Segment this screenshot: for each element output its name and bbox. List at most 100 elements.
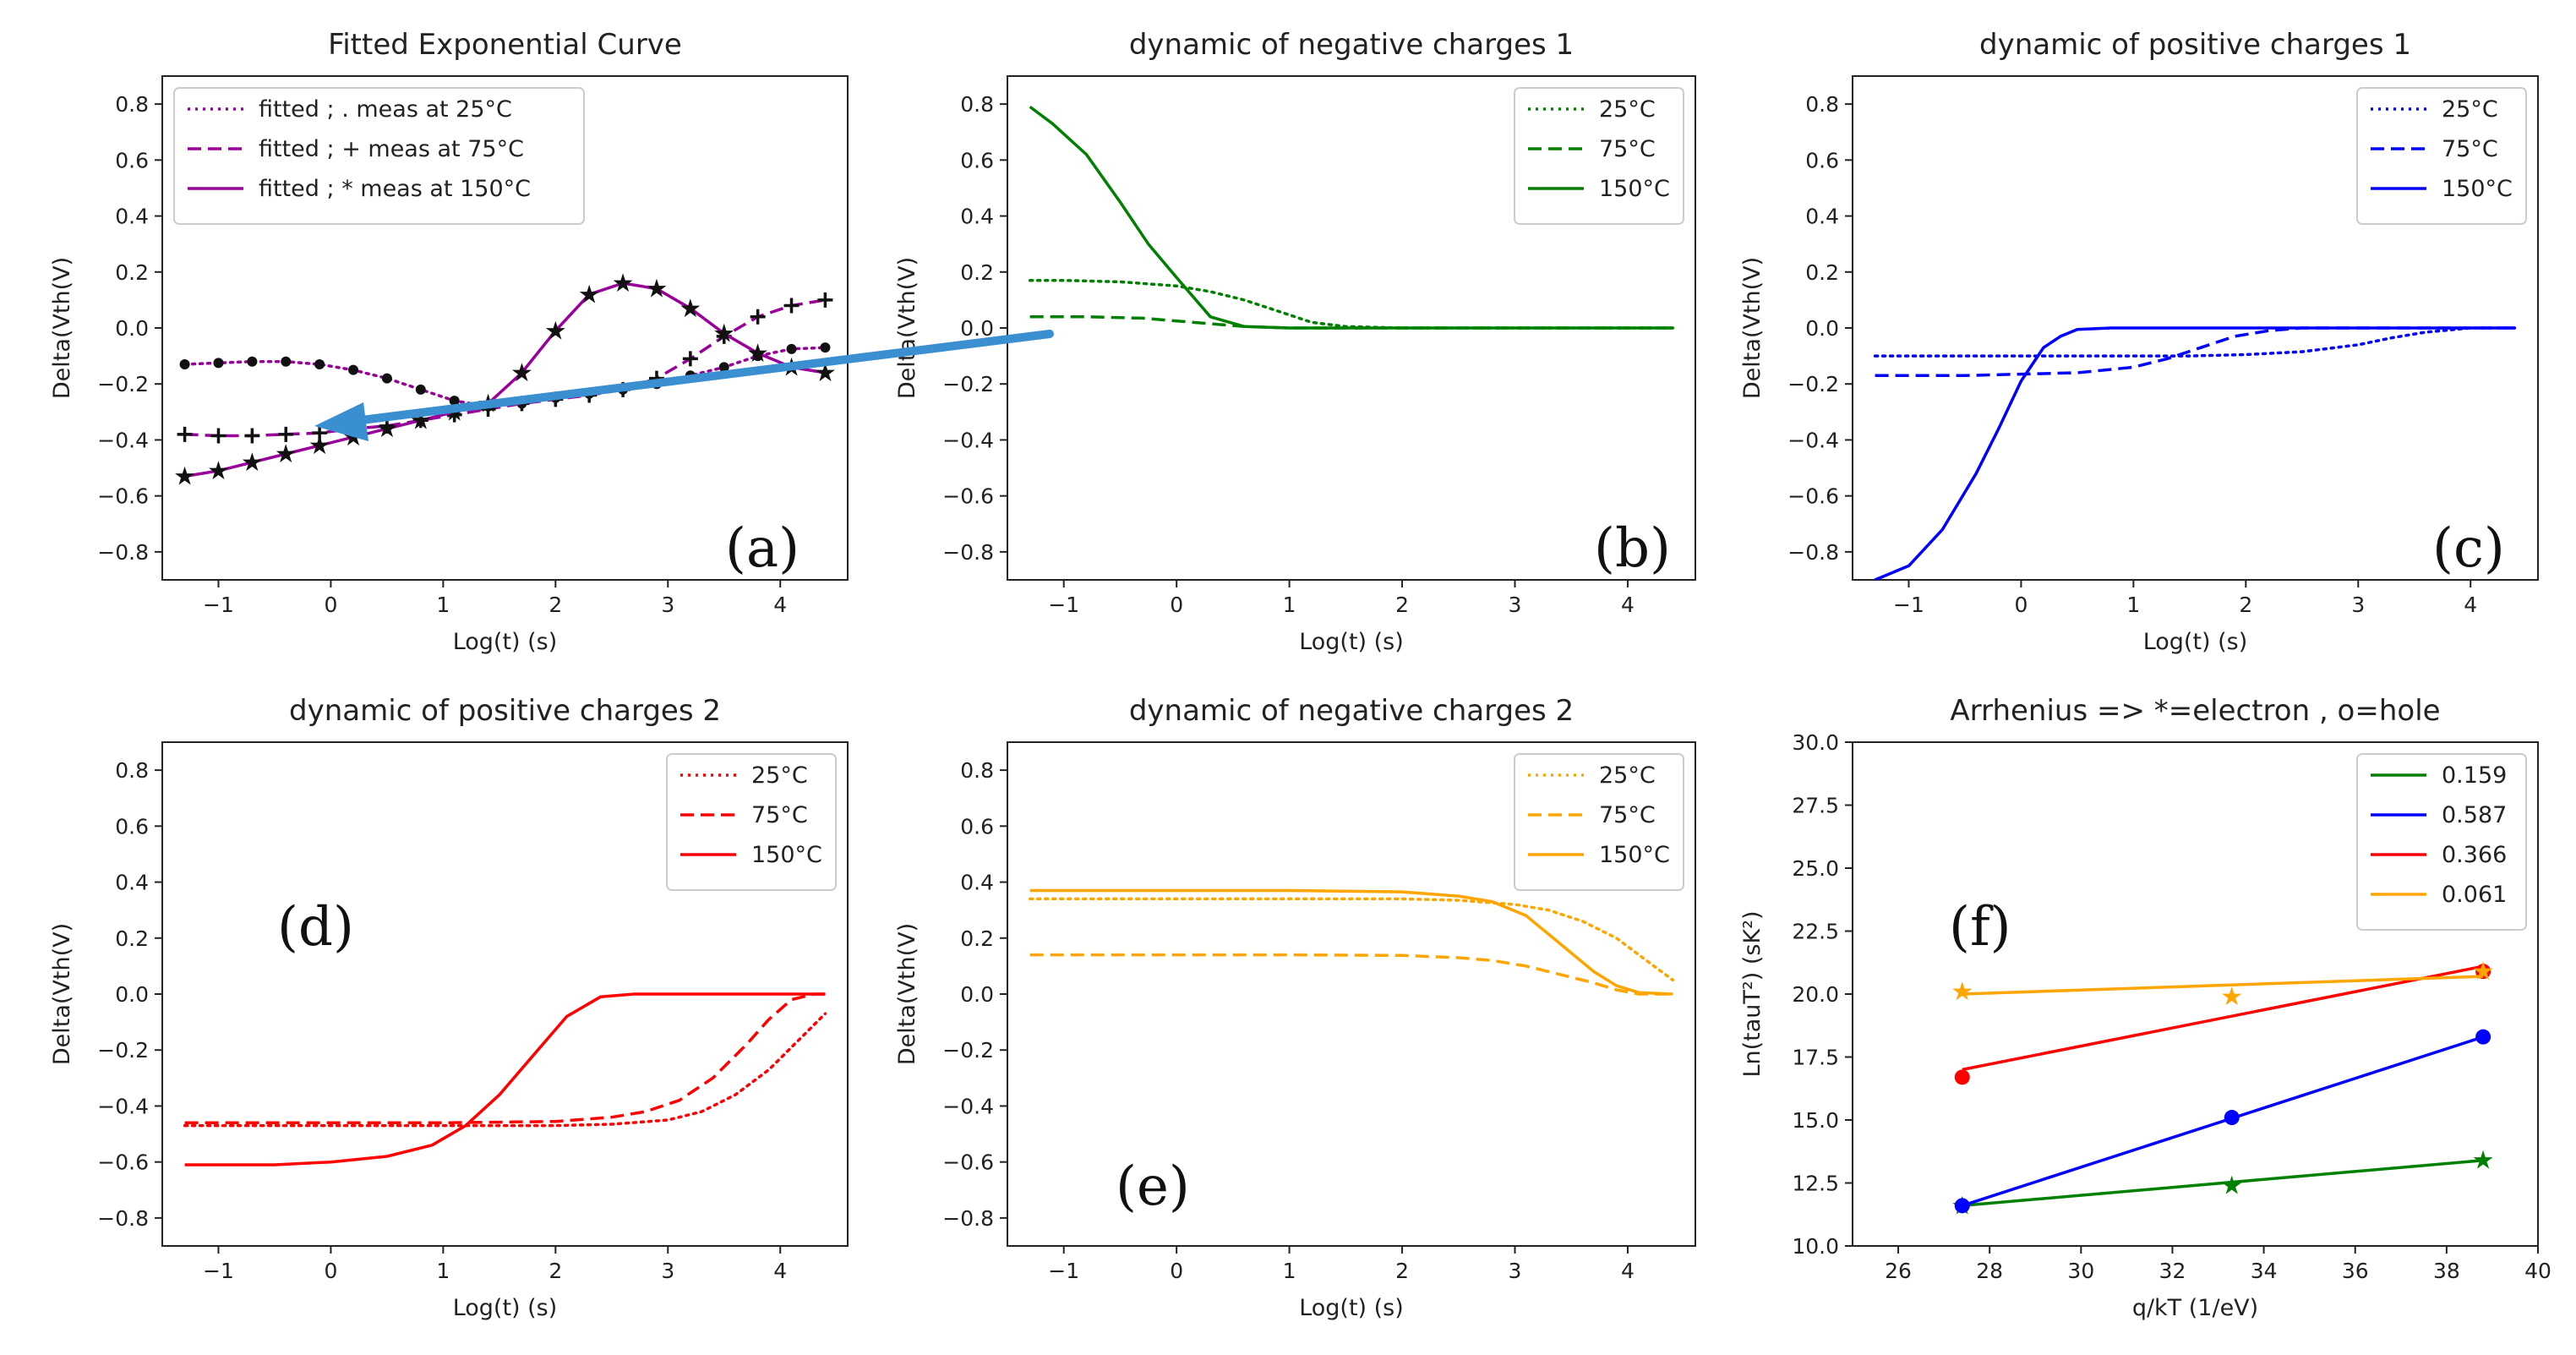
chart-title: dynamic of positive charges 2	[289, 694, 721, 728]
data-point	[213, 358, 224, 369]
x-tick-label: −1	[203, 593, 234, 617]
series-line-3	[1962, 975, 2484, 996]
data-point	[348, 364, 359, 375]
data-point: ★	[173, 462, 196, 491]
y-tick-label: 0.4	[1805, 205, 1839, 229]
x-axis-label: Log(t) (s)	[453, 1295, 558, 1321]
x-tick-label: 36	[2342, 1259, 2369, 1283]
chart-title: dynamic of negative charges 1	[1129, 28, 1574, 62]
series-line-0	[183, 1012, 827, 1128]
x-tick-label: 0	[2014, 593, 2028, 617]
series-line-0	[1028, 278, 1675, 330]
panel-label: (e)	[1116, 1156, 1190, 1218]
y-tick-label: −0.8	[97, 1206, 149, 1231]
panel-label: (c)	[2432, 517, 2505, 580]
data-point	[415, 384, 426, 395]
data-point	[449, 396, 460, 407]
y-tick-label: 0.8	[960, 92, 994, 117]
y-tick-label: −0.2	[942, 372, 994, 396]
series-line-1	[1962, 1035, 2484, 1207]
legend: 25°C 75°C 150°C	[1514, 87, 1684, 225]
data-point: ★	[578, 280, 601, 309]
legend: 25°C 75°C 150°C	[2356, 87, 2527, 225]
series-line-0	[1962, 1158, 2484, 1208]
panel-f: 26 28 30 32 34 36 38 40 10.0 12.5 15.0 17.5 20.0 22.5…	[1739, 694, 2551, 1321]
y-tick-label: 15.0	[1792, 1108, 1839, 1133]
y-tick-label: 25.0	[1792, 856, 1839, 881]
data-point	[281, 356, 292, 367]
y-axis-label: Delta(Vth(V)	[894, 923, 920, 1065]
data-point	[750, 309, 766, 325]
y-tick-label: −0.8	[942, 540, 994, 565]
x-axis-label: q/kT (1/eV)	[2132, 1295, 2258, 1321]
plot-area	[1873, 326, 2518, 580]
x-tick-label: 3	[1509, 593, 1522, 617]
legend-entry: 75°C	[751, 802, 808, 828]
series-line-2	[1029, 105, 1673, 330]
data-point: ★	[2472, 1146, 2495, 1176]
y-tick-label: 0.0	[115, 982, 149, 1007]
legend-entry: 150°C	[1599, 176, 1670, 202]
y-tick-label: 0.6	[960, 148, 994, 172]
plot-area: ★★★★★★	[1951, 957, 2494, 1221]
x-tick-label: 38	[2433, 1259, 2460, 1283]
y-tick-label: 0.2	[115, 926, 149, 951]
data-point: ★	[207, 456, 230, 486]
x-tick-label: 3	[661, 593, 674, 617]
legend-entry: 0.366	[2442, 842, 2507, 868]
data-point	[786, 343, 797, 354]
y-tick-label: −0.2	[97, 1038, 149, 1063]
y-tick-label: −0.8	[97, 540, 149, 565]
legend-entry: 150°C	[1599, 842, 1670, 868]
x-tick-label: 0	[1170, 1259, 1183, 1283]
panel-a: −1 0 1 2 3 4 −0.8 −0.6 −0.4 −0.2 0.0 0.2 0.4 0.6 0.8 Fi…	[49, 28, 849, 655]
legend-entry: 0.159	[2442, 762, 2507, 789]
y-tick-label: −0.4	[1787, 428, 1839, 452]
y-tick-label: 0.2	[960, 260, 994, 285]
y-tick-label: 0.6	[115, 148, 149, 172]
data-point	[682, 351, 698, 367]
series-line-2	[184, 281, 826, 478]
legend: fitted ; . meas at 25°C fitted ; + meas a…	[173, 87, 585, 225]
y-tick-label: 0.0	[960, 316, 994, 341]
y-tick-label: −0.8	[1787, 540, 1839, 565]
series-line-1	[1875, 326, 2516, 378]
data-point	[1954, 1069, 1970, 1085]
x-tick-label: 0	[1170, 593, 1183, 617]
data-point	[210, 428, 226, 444]
y-tick-label: 0.4	[960, 205, 994, 229]
data-point	[381, 373, 392, 384]
data-point	[817, 292, 833, 308]
data-point: ★	[746, 339, 769, 369]
data-point	[244, 428, 260, 444]
y-tick-label: −0.6	[942, 1150, 994, 1175]
y-tick-label: 0.8	[1805, 92, 1839, 117]
plot-area: ★★★★★★★★★★★★★★★★★★★★	[173, 269, 837, 491]
series-line-0	[1873, 326, 2518, 358]
legend-entry: 75°C	[1599, 802, 1656, 828]
annotation-arrow	[314, 330, 1054, 441]
data-point	[1954, 1198, 1970, 1214]
y-axis-label: Delta(Vth(V)	[49, 923, 75, 1065]
data-point	[179, 359, 190, 370]
y-axis-label: Delta(Vth(V)	[1739, 257, 1766, 399]
series-line-0	[1028, 897, 1675, 982]
data-point	[312, 425, 328, 441]
y-tick-label: 0.2	[115, 260, 149, 285]
y-tick-label: −0.2	[97, 372, 149, 396]
x-tick-label: 4	[1621, 1259, 1635, 1283]
panel-e: −1 0 1 2 3 4 −0.8 −0.6 −0.4 −0.2 0.0 0.2 0.4 0.6 0.8 dy…	[894, 694, 1696, 1321]
panel-label: (a)	[725, 517, 800, 580]
y-tick-label: −0.4	[97, 1094, 149, 1118]
chart-title: dynamic of positive charges 1	[1979, 28, 2411, 62]
y-axis-label: Delta(Vth(V)	[49, 257, 75, 399]
y-axis-label: Delta(Vth(V)	[894, 257, 920, 399]
legend-entry: fitted ; . meas at 25°C	[259, 96, 512, 123]
panel-label: (b)	[1594, 517, 1671, 580]
x-axis-label: Log(t) (s)	[1299, 629, 1404, 655]
y-tick-label: 0.6	[1805, 148, 1839, 172]
data-point: ★	[241, 448, 264, 478]
chart-title: Fitted Exponential Curve	[328, 28, 682, 62]
series-line-1	[184, 992, 826, 1125]
legend-entry: 75°C	[2442, 136, 2498, 162]
